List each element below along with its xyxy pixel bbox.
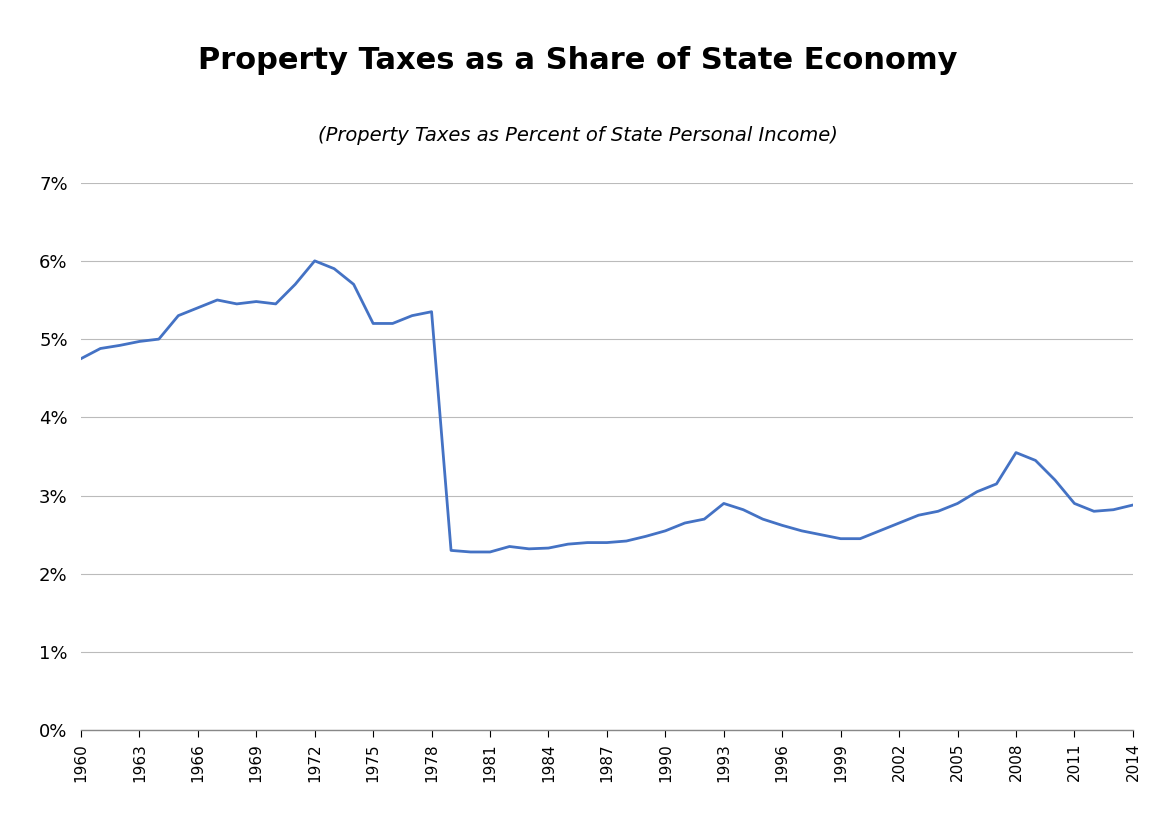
Text: Property Taxes as a Share of State Economy: Property Taxes as a Share of State Econo… xyxy=(198,46,958,75)
Text: (Property Taxes as Percent of State Personal Income): (Property Taxes as Percent of State Pers… xyxy=(318,126,838,145)
